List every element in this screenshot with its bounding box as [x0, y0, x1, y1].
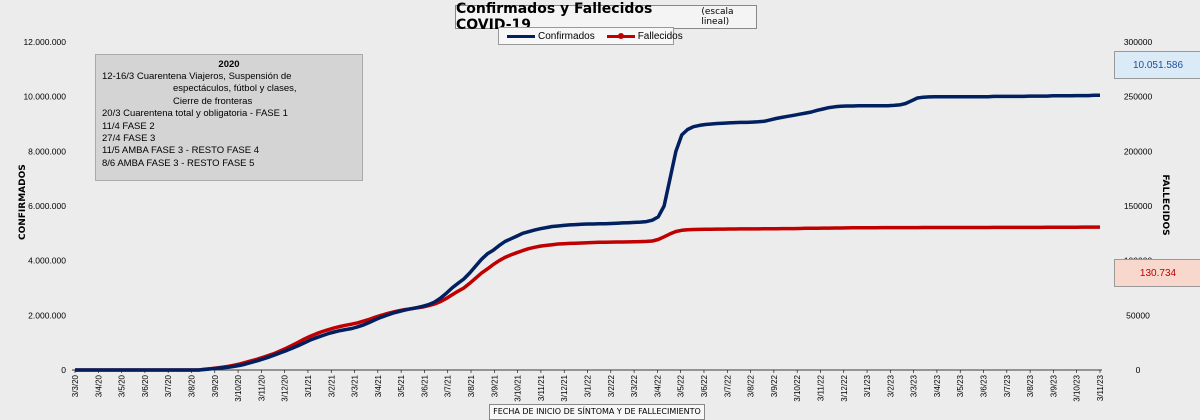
x-tick-label: 3/8/22	[747, 374, 756, 397]
x-tick-label: 3/10/23	[1073, 374, 1082, 401]
y-left-tick-label: 6.000.000	[28, 201, 66, 211]
x-tick-label: 3/9/23	[1049, 374, 1058, 397]
y-right-tick-label: 50000	[1126, 310, 1150, 320]
x-tick-label: 3/3/23	[910, 374, 919, 397]
x-tick-label: 3/9/22	[770, 374, 779, 397]
info-line: 11/4 FASE 2	[102, 120, 155, 132]
x-tick-label: 3/5/21	[397, 374, 406, 397]
legend-confirmados-swatch	[507, 34, 535, 38]
y-right-tick-label: 300000	[1124, 37, 1153, 47]
x-tick-label: 3/12/20	[281, 374, 290, 401]
x-axis-ticks: 3/3/20 3/4/20 3/5/20 3/6/20 3/7/20 3/8/20 3/9/…	[71, 370, 1105, 402]
y-right-tick-label: 0	[1136, 365, 1141, 375]
legend-item-fallecidos: Fallecidos	[606, 30, 683, 42]
y-right-tick-label: 250000	[1124, 92, 1153, 102]
x-axis-title: FECHA DE INICIO DE SÍNTOMA Y DE FALLECIM…	[489, 404, 705, 420]
fallecidos-total-box: 130.734	[1114, 259, 1200, 287]
x-tick-label: 3/11/20	[257, 374, 266, 401]
x-tick-label: 3/10/20	[234, 374, 243, 401]
x-tick-label: 3/9/21	[490, 374, 499, 397]
x-tick-label: 3/3/21	[351, 374, 360, 397]
confirmados-line	[75, 93, 1100, 372]
x-tick-label: 3/4/22	[653, 374, 662, 397]
y-left-tick-label: 0	[61, 365, 66, 375]
y-axis-left-title: CONFIRMADOS	[18, 164, 28, 240]
x-tick-label: 3/4/20	[94, 374, 103, 397]
info-line: espectáculos, fútbol y clases,	[173, 83, 297, 95]
x-tick-label: 3/12/21	[560, 374, 569, 401]
chart-legend: Confirmados Fallecidos	[498, 27, 683, 45]
y-left-tick-label: 8.000.000	[28, 146, 66, 156]
y-left-tick-label: 4.000.000	[28, 256, 66, 266]
confirmados-total-box: 10.051.586	[1114, 51, 1200, 79]
x-tick-label: 3/6/23	[980, 374, 989, 397]
info-line: 27/4 FASE 3	[102, 133, 156, 145]
x-tick-label: 3/7/23	[1003, 374, 1012, 397]
x-tick-label: 3/8/23	[1026, 374, 1035, 397]
x-tick-label: 3/6/22	[700, 374, 709, 397]
info-line: 8/6 AMBA FASE 3 - RESTO FASE 5	[102, 157, 255, 169]
x-tick-label: 3/7/21	[444, 374, 453, 397]
x-tick-label: 3/6/20	[141, 374, 150, 397]
x-tick-label: 3/10/22	[793, 374, 802, 401]
x-tick-label: 3/12/22	[840, 374, 849, 401]
right-y-axis-ticks: 050000100000150000200000250000300000	[1124, 37, 1153, 375]
chart-title-sub: (escala lineal)	[701, 7, 734, 27]
x-tick-label: 3/2/21	[327, 374, 336, 397]
x-tick-label: 3/3/20	[71, 374, 80, 397]
x-tick-label: 3/3/22	[630, 374, 639, 397]
y-right-tick-label: 200000	[1124, 146, 1153, 156]
x-tick-label: 3/11/23	[1096, 374, 1105, 401]
x-tick-label: 3/11/21	[537, 374, 546, 401]
fallecidos-line	[75, 225, 1100, 372]
x-tick-label: 3/9/20	[211, 374, 220, 397]
timeline-info-box: 2020 12-16/3 Cuarentena Viajeros, Suspen…	[95, 54, 363, 181]
info-line: 20/3 Cuarentena total y obligatoria - FA…	[102, 108, 288, 120]
x-tick-label: 3/1/22	[584, 374, 593, 397]
y-left-tick-label: 10.000.000	[23, 92, 66, 102]
y-axis-right-title: FALLECIDOS	[1160, 174, 1170, 236]
y-right-tick-label: 150000	[1124, 201, 1153, 211]
info-box-title: 2020	[218, 59, 240, 70]
legend-fallecidos-swatch	[606, 32, 635, 39]
legend-confirmados-label: Confirmados	[538, 30, 595, 42]
x-tick-label: 3/6/21	[420, 374, 429, 397]
info-line: Cierre de fronteras	[173, 95, 253, 107]
y-left-tick-label: 2.000.000	[28, 310, 66, 320]
legend-fallecidos-label: Fallecidos	[637, 30, 683, 42]
x-tick-label: 3/10/21	[514, 374, 523, 401]
x-tick-label: 3/1/21	[304, 374, 313, 397]
x-tick-label: 3/4/23	[933, 374, 942, 397]
x-tick-label: 3/5/23	[956, 374, 965, 397]
left-y-axis-ticks: 0 2.000.000 4.000.000 6.000.000 8.000.000 10.…	[23, 37, 66, 375]
x-tick-label: 3/7/22	[723, 374, 732, 397]
info-line: 12-16/3 Cuarentena Viajeros, Suspensión …	[102, 71, 292, 82]
y-left-tick-label: 12.000.000	[23, 37, 66, 47]
x-tick-label: 3/2/22	[607, 374, 616, 397]
x-tick-label: 3/1/23	[863, 374, 872, 397]
x-tick-label: 3/11/22	[816, 374, 825, 401]
info-line: 11/5 AMBA FASE 3 - RESTO FASE 4	[102, 145, 259, 157]
x-tick-label: 3/8/20	[187, 374, 196, 397]
x-tick-label: 3/8/21	[467, 374, 476, 397]
x-tick-label: 3/5/20	[118, 374, 127, 397]
x-tick-label: 3/5/22	[677, 374, 686, 397]
chart-title: Confirmados y Fallecidos COVID-19 (escal…	[455, 1, 757, 33]
x-tick-label: 3/4/21	[374, 374, 383, 397]
legend-item-confirmados: Confirmados	[507, 31, 595, 42]
x-tick-label: 3/7/20	[164, 374, 173, 397]
x-tick-label: 3/2/23	[886, 374, 895, 397]
